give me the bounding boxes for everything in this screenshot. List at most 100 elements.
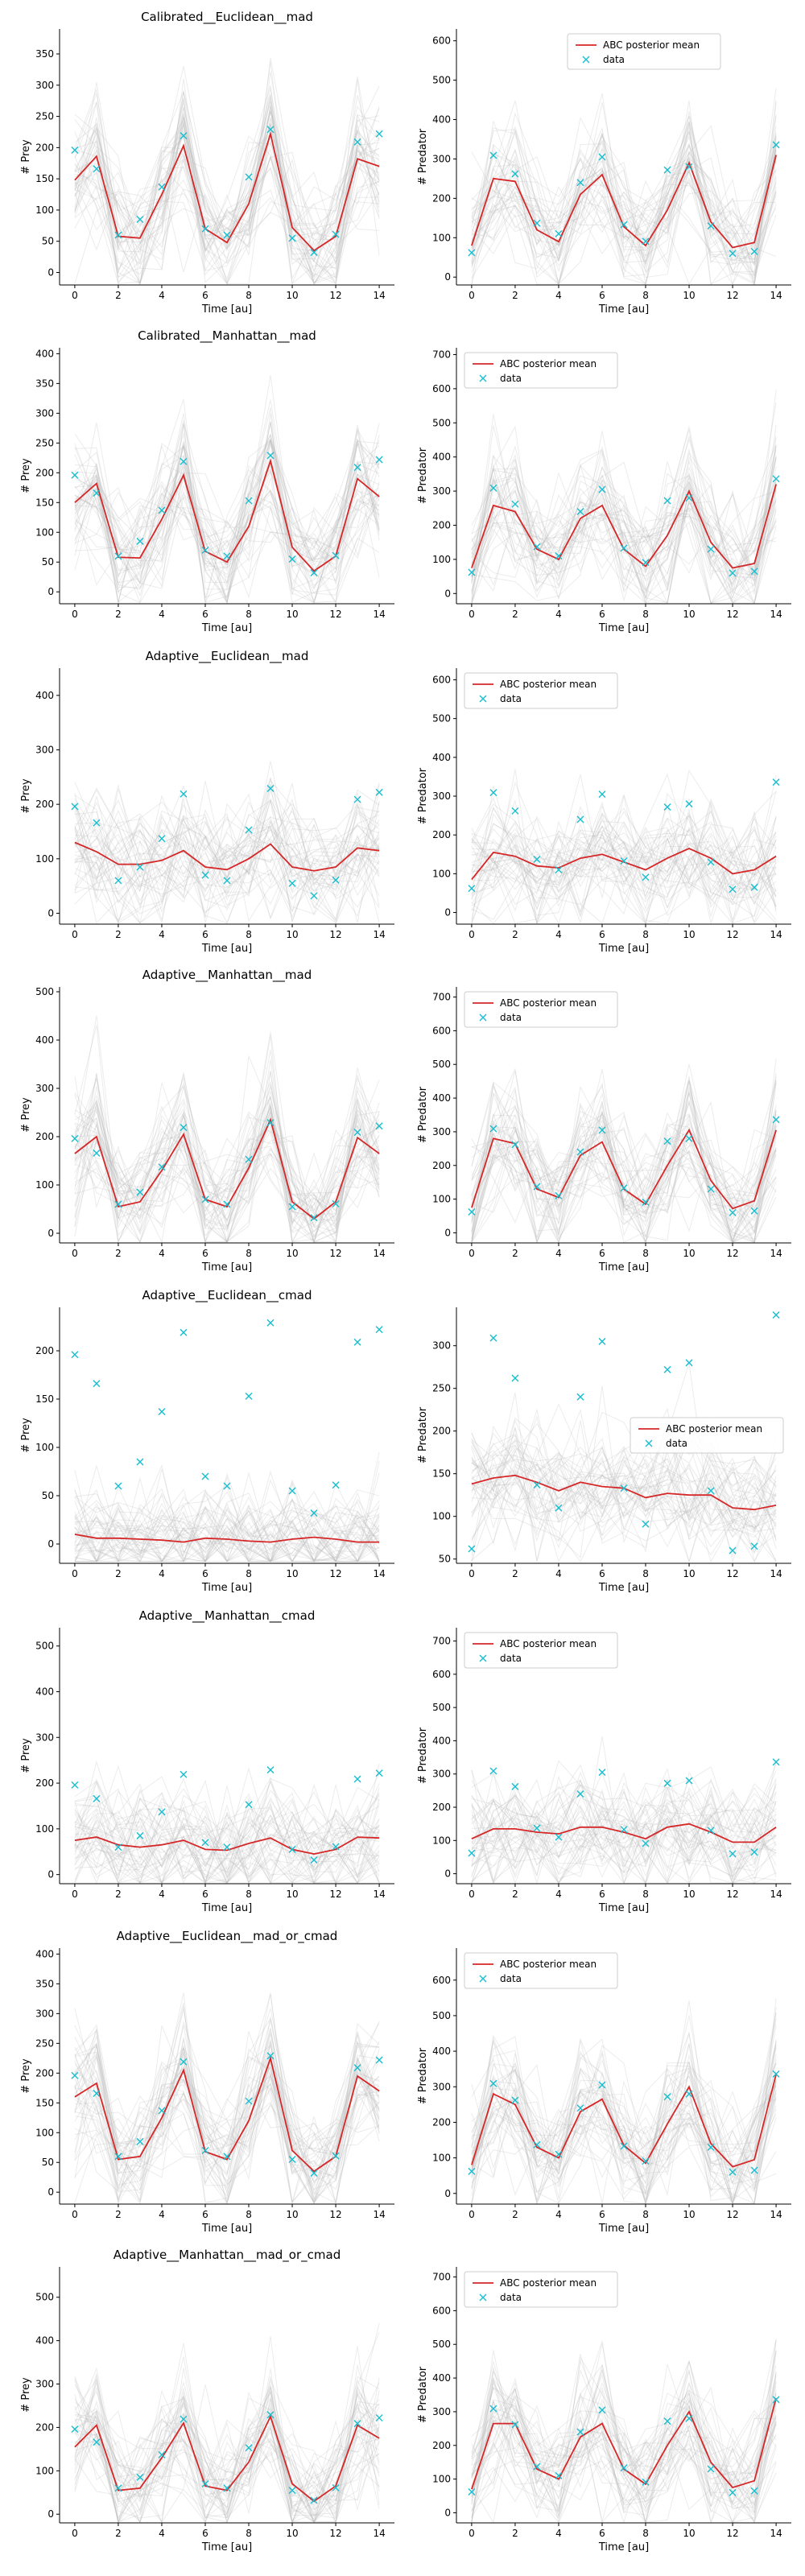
- posterior-sample-line: [471, 1086, 777, 1241]
- data-point-marker: [555, 2471, 563, 2479]
- data-point-marker: [576, 179, 584, 187]
- series-line-abc-posterior-mean: [471, 2397, 777, 2490]
- data-point-marker: [288, 2487, 296, 2495]
- posterior-sample-line: [471, 1778, 777, 1874]
- data-point-marker: [114, 1200, 122, 1208]
- data-point-marker: [353, 138, 361, 146]
- posterior-sample-line: [471, 2365, 777, 2510]
- posterior-sample-line: [74, 2041, 380, 2181]
- posterior-sample-line: [471, 2339, 777, 2512]
- x-tick-label: 14: [770, 1889, 782, 1900]
- y-axis-label: # Predator: [417, 128, 429, 185]
- x-tick-label: 8: [246, 609, 252, 620]
- posterior-sample-line: [471, 1118, 777, 1232]
- posterior-sample-line: [471, 461, 777, 600]
- posterior-samples: [74, 1992, 380, 2204]
- x-tick-label: 8: [642, 1568, 649, 1579]
- data-point-marker: [136, 1458, 144, 1466]
- y-tick-label: 0: [47, 2186, 54, 2198]
- data-point-marker: [310, 892, 318, 900]
- posterior-sample-line: [471, 2360, 777, 2520]
- posterior-sample-line: [74, 1451, 380, 1563]
- x-tick-label: 0: [72, 1248, 78, 1259]
- posterior-sample-line: [471, 126, 777, 269]
- data-point-marker: [180, 132, 188, 140]
- data-point-marker: [245, 497, 253, 505]
- legend-label-data: data: [500, 2292, 522, 2303]
- posterior-sample-line: [74, 799, 380, 889]
- x-tick-label: 4: [159, 290, 165, 301]
- posterior-sample-line: [471, 126, 777, 285]
- series-line-abc-posterior-mean: [74, 2055, 380, 2173]
- data-point-marker: [310, 1509, 318, 1517]
- y-tick-label: 300: [432, 2406, 451, 2417]
- posterior-sample-line: [471, 798, 777, 924]
- posterior-sample-line: [74, 122, 380, 285]
- data-point-marker: [201, 1195, 209, 1203]
- chart-panel-row5-left: 0 2 4 6 8 10 12 14 0 50 100 150 200 Time [au] # Prey Ad…: [20, 1288, 394, 1594]
- posterior-sample-line: [471, 478, 777, 604]
- posterior-sample-line: [471, 2413, 777, 2523]
- posterior-sample-line: [74, 1098, 380, 1222]
- x-tick-label: 6: [202, 1889, 208, 1900]
- posterior-sample-line: [471, 2392, 777, 2500]
- y-axis-label: # Prey: [20, 1738, 32, 1773]
- y-tick-label: 0: [444, 1868, 451, 1880]
- posterior-sample-line: [471, 1778, 777, 1884]
- posterior-sample-line: [74, 72, 380, 285]
- x-tick-label: 4: [555, 1889, 562, 1900]
- posterior-sample-line: [74, 2383, 380, 2523]
- posterior-sample-line: [74, 1785, 380, 1884]
- posterior-sample-line: [74, 437, 380, 602]
- y-tick-label: 700: [432, 1636, 451, 1647]
- posterior-sample-line: [471, 792, 777, 924]
- posterior-sample-line: [74, 1124, 380, 1230]
- posterior-sample-line: [74, 464, 380, 603]
- data-point-marker: [136, 216, 144, 224]
- legend-label-data: data: [500, 1973, 522, 1984]
- posterior-sample-line: [471, 1785, 777, 1879]
- posterior-sample-line: [74, 1780, 380, 1884]
- posterior-sample-line: [471, 1809, 777, 1884]
- data-point-marker: [266, 1766, 275, 1774]
- posterior-sample-line: [74, 2037, 380, 2204]
- data-point-marker: [136, 537, 144, 545]
- y-axis-label: # Predator: [417, 2366, 429, 2423]
- posterior-sample-line: [74, 2029, 380, 2201]
- data-point-marker: [663, 803, 671, 811]
- posterior-sample-line: [471, 438, 777, 577]
- data-point-marker: [729, 2168, 737, 2176]
- x-tick-label: 14: [770, 929, 782, 940]
- data-point-marker: [663, 166, 671, 174]
- posterior-sample-line: [471, 809, 777, 914]
- posterior-sample-line: [471, 2368, 777, 2523]
- series-markers-data: [71, 1766, 383, 1864]
- posterior-sample-line: [74, 1469, 380, 1563]
- data-point-marker: [180, 1328, 188, 1336]
- posterior-sample-line: [74, 1777, 380, 1884]
- posterior-sample-line: [471, 1071, 777, 1243]
- posterior-sample-line: [471, 1072, 777, 1243]
- posterior-sample-line: [74, 2032, 380, 2203]
- data-point-marker: [93, 1380, 101, 1388]
- posterior-sample-line: [471, 1802, 777, 1884]
- data-point-marker: [245, 2444, 253, 2452]
- posterior-sample-line: [471, 156, 777, 285]
- posterior-sample-line: [471, 425, 777, 593]
- posterior-sample-line: [74, 2378, 380, 2523]
- posterior-sample-line: [74, 2056, 380, 2192]
- y-axis-label: # Predator: [417, 767, 429, 824]
- posterior-sample-line: [471, 143, 777, 285]
- posterior-sample-line: [471, 1403, 777, 1519]
- posterior-sample-line: [74, 1035, 380, 1243]
- data-point-marker: [489, 151, 497, 159]
- posterior-sample-line: [471, 125, 777, 264]
- series-markers-data: [71, 785, 383, 900]
- posterior-sample-line: [471, 820, 777, 924]
- data-point-marker: [180, 1124, 188, 1132]
- posterior-sample-line: [74, 800, 380, 923]
- x-tick-label: 6: [599, 1248, 605, 1259]
- data-point-marker: [468, 885, 476, 893]
- posterior-sample-line: [471, 1079, 777, 1226]
- posterior-sample-line: [74, 105, 380, 277]
